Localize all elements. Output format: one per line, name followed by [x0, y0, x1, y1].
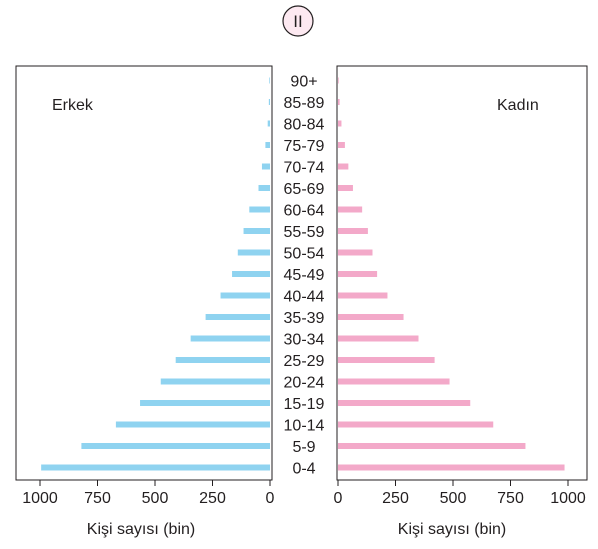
bar-kadin-70-74: [338, 163, 349, 170]
bar-erkek-5-9: [81, 443, 271, 449]
category-labels-group: 0-4 5-9 10-14 15-19 20-24 25-29 30-34 35-39 40-4…: [284, 74, 325, 478]
bar-erkek-55-59: [243, 228, 270, 234]
bar-erkek-90+: [269, 77, 270, 84]
bar-erkek-75-79: [265, 142, 270, 148]
category-label-25-29: 25-29: [284, 353, 325, 370]
bar-kadin-55-59: [338, 228, 368, 234]
bar-erkek-50-54: [237, 249, 270, 256]
bar-erkek-10-14: [115, 421, 271, 428]
category-label-10-14: 10-14: [284, 418, 325, 435]
left-tick-label-0: 0: [266, 490, 275, 507]
bar-kadin-10-14: [338, 421, 494, 428]
category-label-65-69: 65-69: [284, 181, 325, 198]
bar-kadin-60-64: [338, 206, 363, 213]
right-tick-label-500: 500: [440, 490, 467, 507]
left-bars-group: [41, 77, 271, 471]
bar-erkek-15-19: [140, 400, 270, 406]
bar-erkek-25-29: [175, 357, 270, 363]
category-label-45-49: 45-49: [284, 267, 325, 284]
bar-kadin-25-29: [338, 357, 435, 363]
category-label-5-9: 5-9: [292, 439, 315, 456]
bar-erkek-0-4: [41, 464, 271, 471]
bar-erkek-70-74: [261, 163, 270, 170]
bar-kadin-45-49: [338, 271, 378, 277]
category-label-80-84: 80-84: [284, 117, 325, 134]
bar-kadin-65-69: [338, 185, 353, 191]
bar-kadin-85-89: [338, 99, 340, 105]
bar-erkek-30-34: [190, 335, 270, 342]
bar-erkek-20-24: [160, 378, 270, 385]
category-label-60-64: 60-64: [284, 203, 325, 220]
bar-kadin-15-19: [338, 400, 471, 406]
left-tick-label-500: 500: [142, 490, 169, 507]
bar-erkek-85-89: [268, 99, 270, 105]
right-bars-group: [338, 77, 565, 471]
right-axis-ticks: 0 250 500 750 1000: [334, 480, 586, 507]
left-axis-ticks: 1000 750 500 250 0: [22, 480, 275, 507]
bar-kadin-0-4: [338, 464, 565, 471]
bar-erkek-35-39: [205, 314, 270, 320]
category-label-15-19: 15-19: [284, 396, 325, 413]
category-label-55-59: 55-59: [284, 224, 325, 241]
category-label-20-24: 20-24: [284, 375, 325, 392]
bar-kadin-30-34: [338, 335, 419, 342]
right-axis-title: Kişi sayısı (bin): [398, 521, 506, 538]
right-tick-label-750: 750: [497, 490, 524, 507]
category-label-90+: 90+: [290, 74, 317, 91]
bar-kadin-75-79: [338, 142, 345, 148]
right-plot-frame: [336, 65, 588, 481]
category-label-0-4: 0-4: [292, 461, 315, 478]
right-tick-label-0: 0: [334, 490, 343, 507]
bar-kadin-5-9: [338, 443, 526, 449]
left-axis-title: Kişi sayısı (bin): [87, 521, 195, 538]
bar-kadin-50-54: [338, 249, 373, 256]
left-plot-frame: [15, 65, 273, 481]
legend-right-label: Kadın: [497, 97, 539, 114]
bar-erkek-45-49: [232, 271, 270, 277]
category-label-50-54: 50-54: [284, 246, 325, 263]
bar-erkek-40-44: [220, 292, 270, 299]
category-label-40-44: 40-44: [284, 289, 325, 306]
bar-kadin-80-84: [338, 120, 342, 127]
category-label-85-89: 85-89: [284, 95, 325, 112]
bar-erkek-65-69: [258, 185, 270, 191]
right-tick-label-1000: 1000: [550, 490, 586, 507]
bar-erkek-80-84: [267, 120, 270, 127]
category-label-35-39: 35-39: [284, 310, 325, 327]
left-tick-label-250: 250: [199, 490, 226, 507]
bar-erkek-60-64: [249, 206, 270, 213]
category-label-70-74: 70-74: [284, 160, 325, 177]
chart-label-badge: II: [282, 5, 314, 37]
legend-left-label: Erkek: [52, 97, 94, 114]
chart-label: II: [293, 12, 302, 31]
left-tick-label-1000: 1000: [22, 490, 58, 507]
bar-kadin-35-39: [338, 314, 404, 320]
bar-kadin-20-24: [338, 378, 450, 385]
bar-kadin-40-44: [338, 292, 388, 299]
category-label-75-79: 75-79: [284, 138, 325, 155]
right-tick-label-250: 250: [382, 490, 409, 507]
category-label-30-34: 30-34: [284, 332, 325, 349]
bar-kadin-90+: [338, 77, 339, 84]
left-tick-label-750: 750: [84, 490, 111, 507]
